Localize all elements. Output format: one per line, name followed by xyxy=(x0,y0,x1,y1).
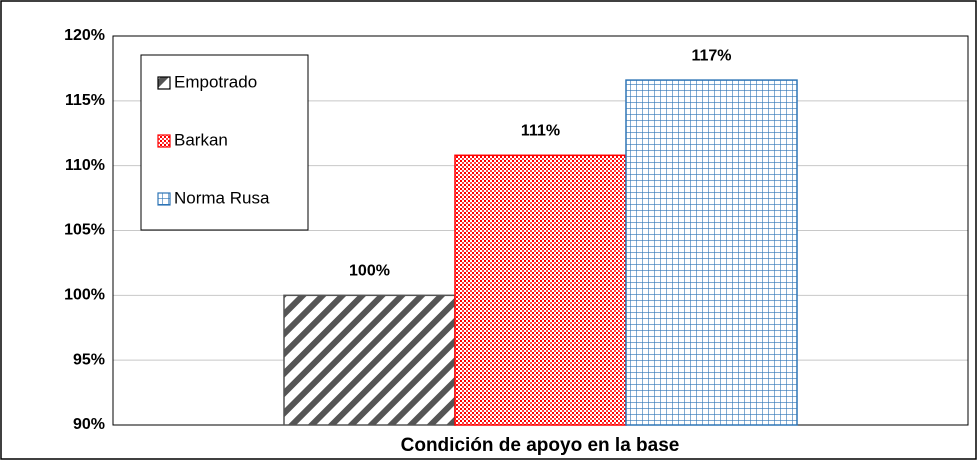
y-tick-label: 110% xyxy=(65,157,105,174)
legend-label: Norma Rusa xyxy=(174,188,270,207)
legend-swatch xyxy=(157,76,171,90)
y-tick-label: 100% xyxy=(64,287,105,304)
legend-swatch xyxy=(157,192,171,206)
x-axis-label: Condición de apoyo en la base xyxy=(401,435,680,456)
y-tick-label: 115% xyxy=(65,92,105,109)
bar xyxy=(283,294,456,426)
y-tick-label: 90% xyxy=(73,416,105,433)
bar xyxy=(454,154,627,426)
legend-swatch xyxy=(157,134,171,148)
y-tick-label: 120% xyxy=(64,27,105,44)
legend-label: Barkan xyxy=(174,130,228,149)
value-label: 117% xyxy=(691,47,731,64)
y-tick-label: 105% xyxy=(64,222,105,239)
bar xyxy=(625,79,798,426)
legend-label: Empotrado xyxy=(174,72,257,91)
value-label: 111% xyxy=(521,123,560,140)
value-label: 100% xyxy=(349,263,390,280)
y-tick-label: 95% xyxy=(73,351,105,368)
